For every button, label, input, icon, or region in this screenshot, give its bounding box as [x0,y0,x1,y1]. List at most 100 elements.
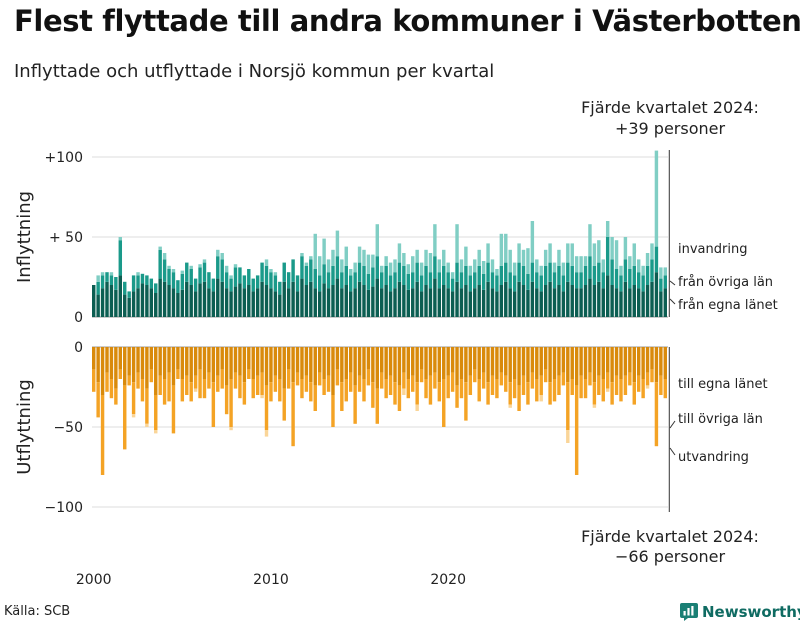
bar-inflyttning-0-102 [543,285,548,317]
bar-utflyttning-1-88 [481,372,486,389]
bar-utflyttning-0-55 [335,347,340,370]
bar-inflyttning-0-32 [233,286,238,317]
bar-inflyttning-1-83 [459,272,464,289]
bar-utflyttning-1-38 [260,372,264,395]
bar-inflyttning-0-103 [548,281,552,317]
bar-utflyttning-2-12 [145,423,149,427]
bar-utflyttning-1-15 [158,375,162,395]
bar-inflyttning-0-38 [260,281,264,317]
annotation-bottom-line2: −66 personer [615,547,726,566]
bar-inflyttning-1-77 [433,256,437,279]
bar-utflyttning-0-42 [278,347,282,379]
leader-line-0 [669,280,676,286]
bar-utflyttning-1-124 [641,379,645,399]
bar-inflyttning-0-55 [335,278,340,317]
bar-utflyttning-1-44 [286,369,291,389]
bar-inflyttning-0-126 [650,281,654,317]
bar-utflyttning-1-129 [663,379,667,399]
bar-inflyttning-1-85 [468,275,473,292]
bar-inflyttning-0-25 [202,281,207,317]
bar-inflyttning-1-64 [375,256,379,279]
bar-inflyttning-1-2 [100,275,105,289]
bar-inflyttning-0-1 [96,294,100,317]
bar-inflyttning-2-104 [552,262,557,273]
leader-line-2 [669,420,676,429]
bar-inflyttning-1-67 [388,275,393,292]
bar-inflyttning-2-127 [654,150,659,247]
bar-inflyttning-0-75 [424,285,428,317]
bar-inflyttning-2-31 [229,275,233,279]
bar-utflyttning-0-84 [464,347,468,383]
bar-utflyttning-1-123 [636,375,641,392]
bar-inflyttning-1-12 [145,275,149,285]
bar-utflyttning-1-25 [202,379,207,399]
bar-inflyttning-1-115 [601,272,605,289]
bar-inflyttning-2-116 [605,221,610,237]
bar-utflyttning-0-32 [233,347,238,373]
bar-inflyttning-1-97 [521,265,526,285]
bar-inflyttning-2-81 [450,272,455,279]
bar-utflyttning-0-23 [193,347,198,376]
bar-utflyttning-0-101 [539,347,543,376]
bar-inflyttning-2-10 [136,272,140,276]
bar-utflyttning-0-100 [535,347,539,379]
bar-utflyttning-1-91 [495,379,499,399]
bar-inflyttning-2-66 [384,256,388,266]
bar-utflyttning-2-107 [566,430,570,443]
bar-utflyttning-0-34 [242,347,247,383]
bar-inflyttning-0-64 [375,278,379,317]
bar-inflyttning-0-107 [566,281,570,317]
bar-utflyttning-1-63 [371,382,375,408]
annotation-top-line1: Fjärde kvartalet 2024: [581,98,759,117]
bar-utflyttning-1-60 [357,375,362,392]
bar-utflyttning-0-108 [570,347,574,379]
bar-inflyttning-0-11 [140,283,145,317]
bar-utflyttning-0-119 [619,347,623,379]
bar-utflyttning-1-26 [207,372,211,389]
bar-inflyttning-2-59 [353,262,357,273]
bar-inflyttning-2-80 [446,262,450,273]
bar-utflyttning-1-80 [446,375,450,399]
bar-inflyttning-0-24 [198,283,202,317]
ylabel-utflyttning: Utflyttning [14,379,35,475]
bar-inflyttning-2-55 [335,230,340,257]
bar-inflyttning-2-71 [406,264,411,274]
bar-inflyttning-2-40 [269,269,273,273]
bar-utflyttning-0-121 [628,347,632,373]
bar-utflyttning-0-0 [92,347,96,370]
bar-inflyttning-1-41 [273,275,278,292]
bar-inflyttning-1-69 [397,262,402,282]
bar-inflyttning-1-71 [406,273,411,290]
bar-utflyttning-0-20 [180,347,185,379]
bar-utflyttning-1-4 [109,379,114,399]
bar-inflyttning-0-67 [388,291,393,317]
bar-utflyttning-1-5 [114,388,118,405]
bar-utflyttning-0-22 [189,347,193,383]
bar-inflyttning-2-60 [357,246,362,263]
ytick-label-inflyttning-1: + 50 [49,230,83,246]
bar-inflyttning-0-121 [628,288,632,317]
bar-inflyttning-1-110 [579,272,583,289]
bar-inflyttning-1-5 [114,277,118,290]
bar-inflyttning-0-3 [105,281,109,317]
bar-utflyttning-2-23 [193,388,198,392]
brand[interactable]: Newsworthy [680,601,800,623]
bar-inflyttning-2-99 [530,221,535,263]
bar-utflyttning-0-115 [601,347,605,379]
bar-inflyttning-0-113 [592,285,597,317]
bar-utflyttning-0-47 [300,347,304,379]
bar-inflyttning-0-60 [357,281,362,317]
bar-inflyttning-0-82 [455,281,459,317]
bar-utflyttning-2-125 [645,385,650,389]
bar-utflyttning-1-70 [402,372,406,389]
bar-utflyttning-1-36 [251,379,255,399]
bar-utflyttning-1-105 [557,375,561,395]
bar-inflyttning-0-108 [570,285,574,317]
bar-inflyttning-2-122 [632,243,636,266]
bar-utflyttning-1-87 [477,379,481,402]
bar-inflyttning-2-97 [521,249,526,266]
bar-inflyttning-1-62 [366,273,371,290]
bar-inflyttning-1-20 [180,273,185,290]
bar-utflyttning-1-92 [499,372,504,386]
out-label-ovriga: till övriga län [678,412,763,427]
